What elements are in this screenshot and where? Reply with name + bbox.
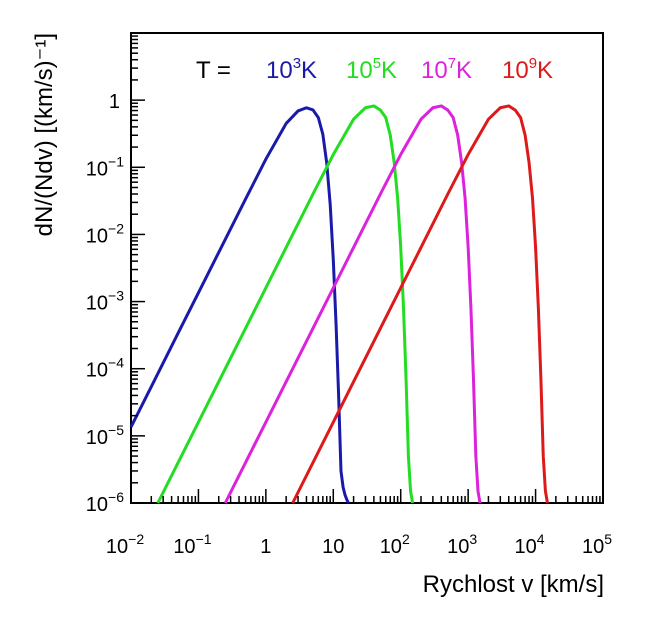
legend-entry-0: 103K bbox=[266, 55, 317, 84]
y-tick-label: 10−3 bbox=[86, 288, 124, 315]
series-line-0 bbox=[129, 106, 350, 504]
x-tick-label: 10 bbox=[322, 536, 344, 558]
legend-entry-2: 107K bbox=[421, 55, 472, 84]
x-tick-label: 104 bbox=[515, 531, 545, 558]
y-tick-label: 10−5 bbox=[86, 422, 124, 449]
y-tick-label: 10−1 bbox=[86, 153, 124, 180]
legend-entry-1: 105K bbox=[346, 55, 397, 84]
series-line-2 bbox=[223, 104, 482, 504]
y-tick-label: 1 bbox=[109, 91, 120, 113]
x-tick-label: 10−2 bbox=[106, 531, 144, 558]
y-tick-label: 10−4 bbox=[86, 355, 124, 382]
curves bbox=[129, 104, 549, 504]
legend-prefix: T = bbox=[196, 57, 231, 84]
x-axis-title: Rychlost v [km/s] bbox=[423, 571, 604, 598]
y-axis-title: dN/(Ndv) [(km/s)⁻¹] bbox=[31, 33, 58, 236]
x-tick-label: 105 bbox=[582, 531, 612, 558]
y-tick-label: 10−2 bbox=[86, 220, 124, 247]
legend: T = 103K 105K 107K 109K bbox=[196, 55, 553, 84]
minor-ticks bbox=[130, 35, 604, 504]
x-tick-label: 103 bbox=[447, 531, 477, 558]
x-tick-labels: 10−2 10−1 1 10 102 103 104 105 bbox=[106, 531, 612, 558]
x-tick-label: 102 bbox=[380, 531, 410, 558]
y-tick-labels: 10−6 10−5 10−4 10−3 10−2 10−1 1 bbox=[86, 91, 124, 516]
legend-entry-3: 109K bbox=[502, 55, 553, 84]
series-line-3 bbox=[291, 104, 549, 504]
y-tick-label: 10−6 bbox=[86, 489, 124, 516]
series-line-1 bbox=[156, 104, 415, 504]
x-tick-label: 10−1 bbox=[173, 531, 211, 558]
x-tick-label: 1 bbox=[260, 536, 271, 558]
plot-frame bbox=[130, 32, 604, 504]
